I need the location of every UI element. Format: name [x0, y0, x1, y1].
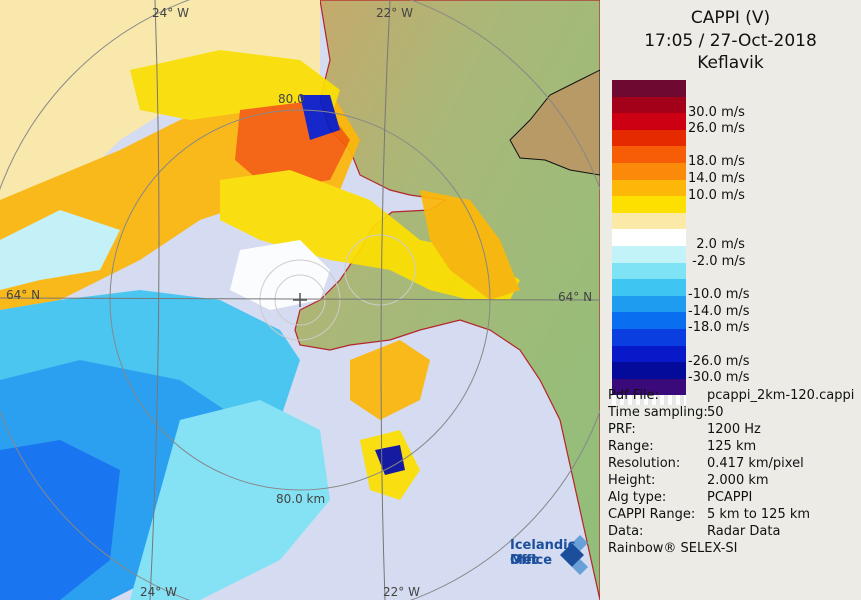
legend-swatch — [612, 163, 686, 181]
info-key: Pdf File: — [608, 388, 659, 403]
lon-label-bottom-left: 24° W — [140, 585, 177, 599]
lat-label-right: 64° N — [558, 290, 593, 304]
legend-swatch — [612, 113, 686, 131]
legend-label: -18.0 m/s — [688, 320, 750, 336]
legend-swatch — [612, 196, 686, 214]
info-value: 2.000 km — [707, 473, 769, 488]
range-ring-label-bottom: 80.0 km — [276, 492, 326, 506]
legend-swatch — [612, 378, 686, 396]
legend-nodata-swatch — [612, 395, 686, 406]
legend-swatch — [612, 262, 686, 280]
lat-label-left: 64° N — [6, 288, 41, 302]
info-panel: CAPPI (V) 17:05 / 27-Oct-2018 Keflavik 3… — [600, 0, 861, 600]
info-row: Pdf File: pcappi_2km-120.cappi — [608, 388, 858, 405]
info-key: Time sampling: — [608, 405, 708, 420]
info-row: PRF: 1200 Hz — [608, 422, 858, 439]
info-row: Time sampling: 50 — [608, 405, 858, 422]
legend-swatch — [612, 279, 686, 297]
legend-swatch — [612, 96, 686, 114]
legend-label: -30.0 m/s — [688, 370, 750, 386]
legend-swatch — [612, 129, 686, 147]
info-value: PCAPPI — [707, 490, 753, 505]
lon-label-bottom-right: 22° W — [383, 585, 420, 599]
datetime-title: 17:05 / 27-Oct-2018 — [644, 31, 817, 51]
legend-label: -2.0 m/s — [688, 254, 746, 269]
info-key: Height: — [608, 473, 656, 488]
info-key: CAPPI Range: — [608, 507, 696, 522]
info-key: PRF: — [608, 422, 636, 437]
legend-swatch — [612, 179, 686, 197]
logo-text-line2: Office — [510, 553, 553, 568]
legend-label: 14.0 m/s — [688, 171, 745, 186]
radar-map: 24° W 22° W 24° W 22° W 64° N 64° N 80.0… — [0, 0, 600, 600]
software-credit-text: Rainbow® SELEX-SI — [608, 541, 738, 556]
legend-swatch — [612, 212, 686, 230]
lon-label-top-right: 22° W — [376, 6, 413, 20]
legend-label: -26.0 m/s — [688, 353, 750, 369]
info-value: 125 km — [707, 439, 757, 454]
radar-echoes — [0, 0, 520, 600]
legend-swatch — [612, 295, 686, 313]
legend-label: 18.0 m/s — [688, 154, 745, 170]
info-value: Radar Data — [707, 524, 781, 539]
legend-swatch — [612, 80, 686, 98]
info-value: 1200 Hz — [707, 422, 761, 437]
legend-swatch — [612, 146, 686, 164]
legend-swatch — [612, 312, 686, 330]
legend-label: -14.0 m/s — [688, 303, 750, 319]
legend-swatch — [612, 229, 686, 247]
legend-swatch — [612, 246, 686, 264]
legend-label: 2.0 m/s — [688, 237, 745, 253]
info-key: Data: — [608, 524, 644, 539]
info-row: Height: 2.000 km — [608, 473, 858, 490]
info-value: 50 — [707, 405, 724, 420]
info-key: Range: — [608, 439, 654, 454]
logo-text-line1: Icelandic Met — [510, 538, 576, 568]
legend-swatch — [612, 329, 686, 347]
info-row: Resolution: 0.417 km/pixel — [608, 456, 858, 473]
info-row: Alg type: PCAPPI — [608, 490, 858, 507]
info-row: CAPPI Range: 5 km to 125 km — [608, 507, 858, 524]
info-row: Data: Radar Data — [608, 524, 858, 541]
legend-label: 30.0 m/s — [688, 104, 745, 120]
info-row: Range: 125 km — [608, 439, 858, 456]
station-title: Keflavik — [697, 53, 764, 73]
info-key: Alg type: — [608, 490, 667, 505]
range-ring-label-top: 80.0 — [278, 92, 305, 106]
info-value: 5 km to 125 km — [707, 507, 811, 522]
info-value: 0.417 km/pixel — [707, 456, 804, 471]
legend-swatch — [612, 362, 686, 380]
radar-map-graphics — [0, 0, 600, 600]
info-value: pcappi_2km-120.cappi — [707, 388, 855, 403]
legend-label: -10.0 m/s — [688, 287, 750, 303]
radar-site-marker — [293, 293, 307, 307]
legend-label: 10.0 m/s — [688, 187, 745, 203]
info-key: Resolution: — [608, 456, 681, 471]
product-title: CAPPI (V) — [690, 8, 771, 28]
lon-label-top-left: 24° W — [152, 6, 189, 20]
logo-mark — [560, 535, 588, 575]
legend-label: 26.0 m/s — [688, 121, 745, 137]
legend-swatch — [612, 345, 686, 363]
land-northeast — [509, 69, 600, 176]
